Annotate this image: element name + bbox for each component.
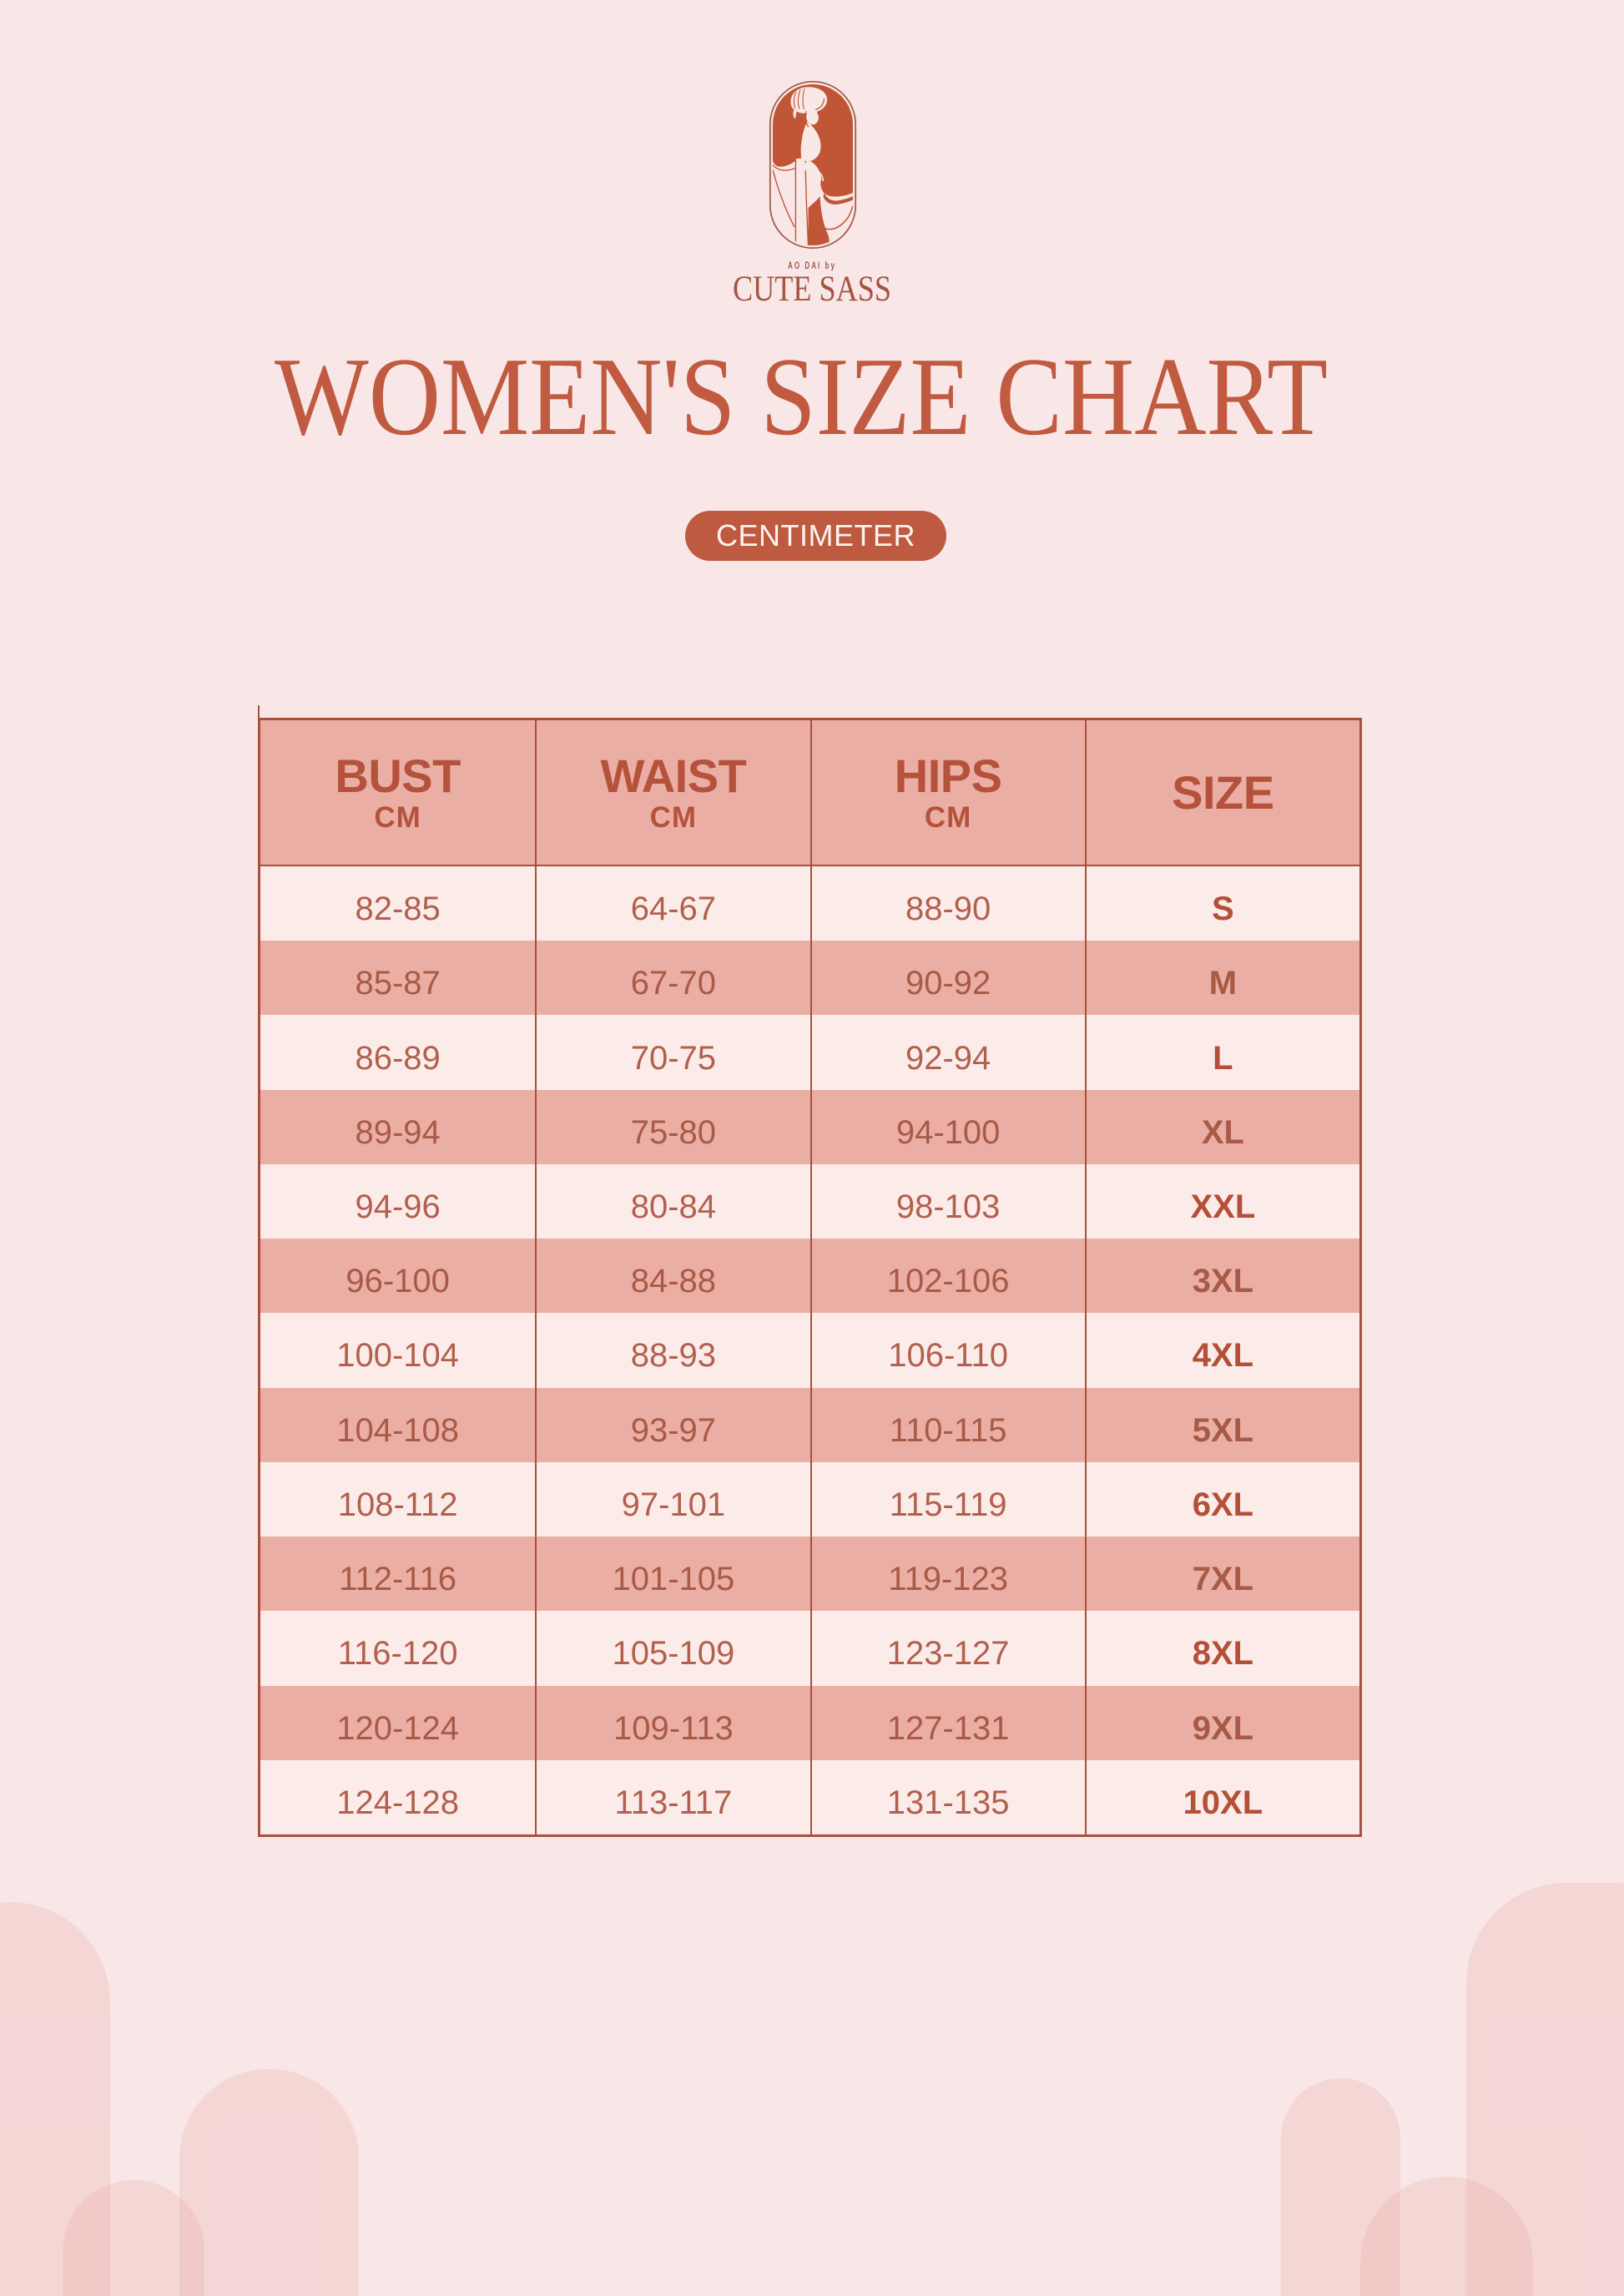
svg-text:WOMEN'S SIZE CHART: WOMEN'S SIZE CHART xyxy=(275,351,1328,458)
svg-text:AO DAI by: AO DAI by xyxy=(788,260,836,271)
svg-text:CUTE SASS: CUTE SASS xyxy=(733,270,891,309)
